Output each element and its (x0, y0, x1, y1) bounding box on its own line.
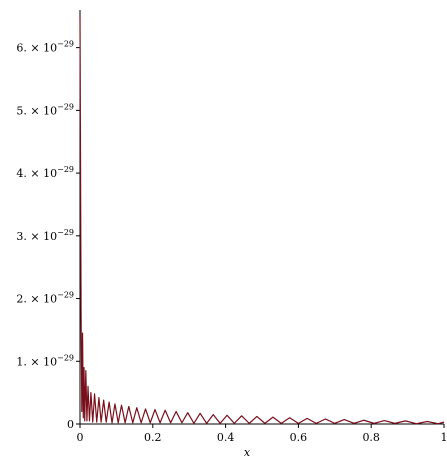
y-tick-label: 2. × 10−29 (16, 291, 74, 306)
x-tick-label: 0.4 (217, 431, 235, 444)
ticks: 0 0.2 0.4 0.6 0.8 1 0 1. × 10−29 2. × 10−29 3. × … (16, 40, 447, 444)
x-axis-label: x (244, 446, 251, 459)
y-tick-label: 6. × 10−29 (16, 40, 74, 55)
y-tick-label: 5. × 10−29 (16, 102, 74, 117)
series-line (79, 16, 445, 425)
x-tick-label: 0.6 (290, 431, 308, 444)
y-tick-label: 1. × 10−29 (16, 353, 74, 368)
series (79, 16, 445, 425)
x-tick-label: 0 (77, 431, 84, 444)
x-tick-label: 0.2 (144, 431, 162, 444)
x-tick-label: 0.8 (362, 431, 380, 444)
y-tick-label: 0 (67, 418, 74, 431)
axes (79, 10, 444, 425)
x-tick-label: 1 (441, 431, 447, 444)
y-tick-label: 4. × 10−29 (16, 165, 74, 180)
y-tick-label: 3. × 10−29 (16, 228, 74, 243)
